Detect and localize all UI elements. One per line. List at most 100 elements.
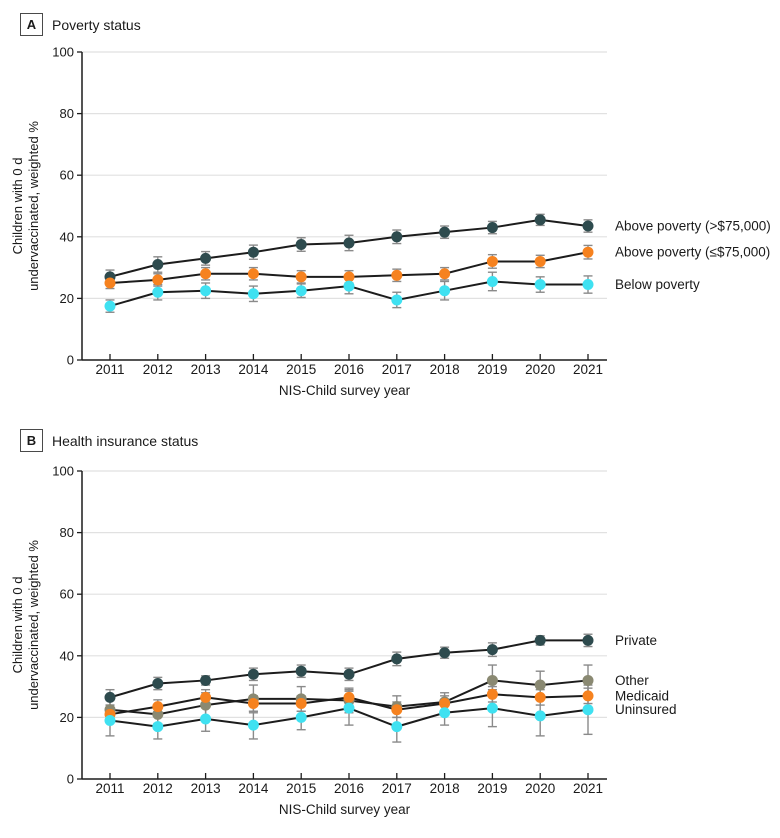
data-point xyxy=(582,690,594,702)
x-tick-label: 2021 xyxy=(573,781,603,796)
y-tick-label: 0 xyxy=(67,772,74,787)
data-point xyxy=(439,647,451,659)
data-point xyxy=(534,214,546,226)
data-point xyxy=(200,285,212,297)
series-label: Below poverty xyxy=(615,277,700,292)
data-point xyxy=(247,719,259,731)
data-point xyxy=(343,280,355,292)
data-point xyxy=(247,268,259,280)
y-tick-label: 80 xyxy=(60,106,74,121)
data-point xyxy=(391,653,403,665)
y-tick-label: 60 xyxy=(60,587,74,602)
data-point xyxy=(152,721,164,733)
x-axis-title: NIS-Child survey year xyxy=(279,383,411,398)
x-tick-label: 2017 xyxy=(382,781,412,796)
series-label: Uninsured xyxy=(615,702,677,717)
data-point xyxy=(152,286,164,298)
data-point xyxy=(486,644,498,656)
data-point xyxy=(247,288,259,300)
x-tick-label: 2012 xyxy=(143,781,173,796)
x-tick-label: 2021 xyxy=(573,362,603,377)
data-point xyxy=(486,702,498,714)
data-point xyxy=(582,220,594,232)
panel-a-header: A Poverty status xyxy=(20,13,141,36)
data-point xyxy=(391,231,403,243)
data-point xyxy=(152,274,164,286)
y-tick-label: 40 xyxy=(60,648,74,663)
data-point xyxy=(152,259,164,271)
data-point xyxy=(582,279,594,291)
x-axis-title: NIS-Child survey year xyxy=(279,802,411,817)
panel-a-title: Poverty status xyxy=(52,16,141,33)
data-point xyxy=(486,688,498,700)
x-tick-label: 2018 xyxy=(430,781,460,796)
series-label: Other xyxy=(615,673,649,688)
y-axis-title: undervaccinated, weighted % xyxy=(26,540,41,710)
data-point xyxy=(295,285,307,297)
data-point xyxy=(200,252,212,264)
data-point xyxy=(582,246,594,258)
x-tick-label: 2020 xyxy=(525,781,555,796)
data-point xyxy=(582,674,594,686)
data-point xyxy=(439,285,451,297)
data-point xyxy=(104,300,116,312)
x-tick-label: 2014 xyxy=(238,362,269,377)
y-axis-title: Children with 0 d xyxy=(10,577,25,674)
data-point xyxy=(247,246,259,258)
data-point xyxy=(486,255,498,267)
y-axis-title: Children with 0 d xyxy=(10,158,25,255)
data-point xyxy=(247,668,259,680)
series-label: Medicaid xyxy=(615,688,669,703)
data-point xyxy=(247,698,259,710)
x-tick-label: 2013 xyxy=(191,362,221,377)
data-point xyxy=(104,691,116,703)
data-point xyxy=(534,634,546,646)
series-label: Above poverty (≤$75,000) xyxy=(615,245,770,260)
data-point xyxy=(534,279,546,291)
data-point xyxy=(200,691,212,703)
data-point xyxy=(343,702,355,714)
x-tick-label: 2016 xyxy=(334,781,364,796)
series-label: Above poverty (>$75,000) xyxy=(615,219,771,234)
data-point xyxy=(439,268,451,280)
x-tick-label: 2018 xyxy=(430,362,460,377)
x-tick-label: 2015 xyxy=(286,781,316,796)
x-tick-label: 2017 xyxy=(382,362,412,377)
x-tick-label: 2013 xyxy=(191,781,221,796)
x-tick-label: 2019 xyxy=(477,362,507,377)
data-point xyxy=(534,691,546,703)
data-point xyxy=(343,237,355,249)
x-tick-label: 2019 xyxy=(477,781,507,796)
data-point xyxy=(534,255,546,267)
y-tick-label: 0 xyxy=(67,353,74,368)
data-point xyxy=(295,239,307,250)
data-point xyxy=(486,674,498,686)
y-tick-label: 20 xyxy=(60,710,74,725)
data-point xyxy=(200,713,212,725)
data-point xyxy=(295,271,307,283)
data-point xyxy=(295,698,307,710)
health-insurance-status-chart: 0 20 40 60 80 100 2011 2012 2013 2014 2015 2016 2017… xyxy=(10,464,677,818)
data-point xyxy=(391,721,403,733)
data-point xyxy=(295,711,307,723)
data-point xyxy=(343,668,355,680)
y-tick-label: 100 xyxy=(52,464,74,479)
data-point xyxy=(343,691,355,703)
data-point xyxy=(534,710,546,722)
data-point xyxy=(104,714,116,726)
x-tick-label: 2012 xyxy=(143,362,173,377)
x-tick-label: 2014 xyxy=(238,781,269,796)
x-tick-label: 2015 xyxy=(286,362,316,377)
y-axis-title: undervaccinated, weighted % xyxy=(26,121,41,291)
panel-b-letter-box: B xyxy=(20,429,43,452)
x-tick-label: 2020 xyxy=(525,362,555,377)
series-label: Private xyxy=(615,633,657,648)
data-point xyxy=(391,704,403,716)
data-point xyxy=(200,268,212,280)
data-point xyxy=(152,678,164,690)
y-tick-label: 20 xyxy=(60,291,74,306)
data-point xyxy=(152,708,164,720)
data-point xyxy=(152,701,164,713)
y-tick-label: 80 xyxy=(60,525,74,540)
